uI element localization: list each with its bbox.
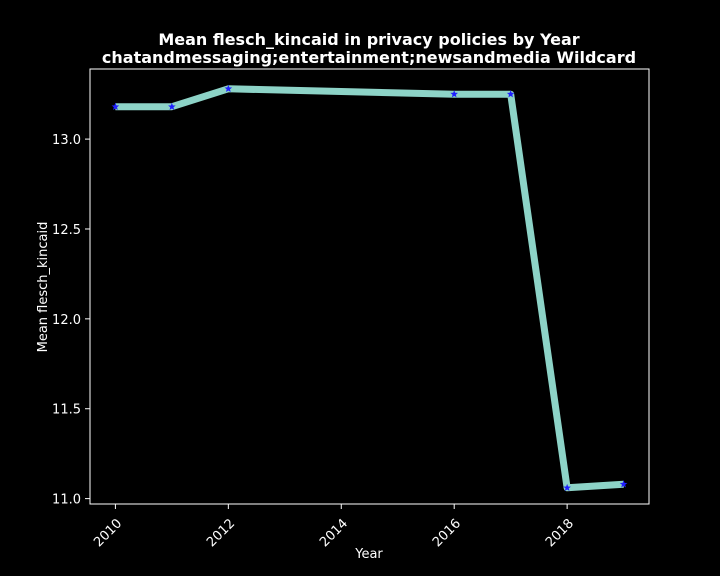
- data-point-marker: [168, 102, 176, 110]
- data-point-marker: [619, 480, 628, 488]
- y-axis-label: Mean flesch_kincaid: [36, 222, 51, 353]
- series-markers: [111, 84, 628, 492]
- data-point-marker: [506, 90, 515, 98]
- y-axis-ticks: 11.0 11.5 12.0 12.5 13.0: [52, 133, 90, 508]
- y-tick-label: 12.0: [52, 313, 81, 328]
- data-point-marker: [563, 483, 571, 492]
- chart-title: Mean flesch_kincaid in privacy policies …: [158, 30, 579, 49]
- y-tick-label: 11.5: [52, 403, 81, 418]
- x-axis-label: Year: [354, 547, 383, 562]
- plot-frame: [89, 68, 650, 505]
- y-tick-label: 12.5: [52, 223, 81, 238]
- data-point-marker: [450, 90, 458, 98]
- chart-subtitle: chatandmessaging;entertainment;newsandme…: [102, 48, 636, 67]
- data-point-marker: [224, 84, 233, 93]
- data-point-marker: [111, 102, 120, 110]
- y-tick-label: 11.0: [52, 493, 81, 508]
- y-tick-label: 13.0: [52, 133, 81, 148]
